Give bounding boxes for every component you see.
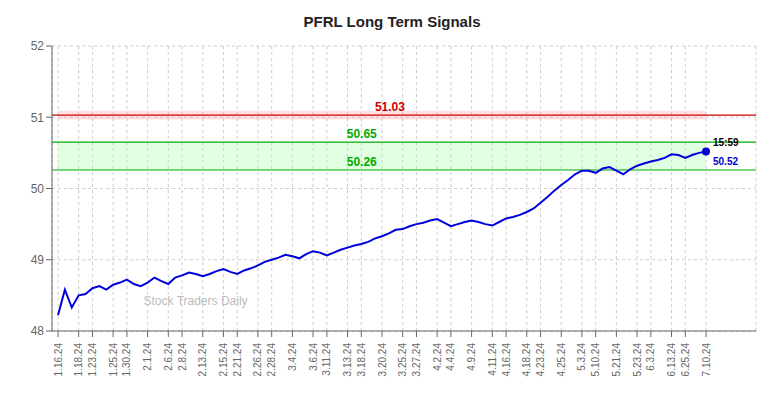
html-text:PFRL Long Term Signals: PFRL Long Term Signals: [303, 13, 481, 30]
svg-text:4.2.24: 4.2.24: [432, 343, 443, 371]
svg-text:3.18.24: 3.18.24: [356, 343, 367, 377]
svg-text:7.10.24: 7.10.24: [701, 343, 712, 377]
svg-text:5.23.24: 5.23.24: [632, 343, 643, 377]
svg-text:4.25.24: 4.25.24: [556, 343, 567, 377]
svg-text:1.30.24: 1.30.24: [121, 343, 132, 377]
svg-text:3.4.24: 3.4.24: [287, 343, 298, 371]
svg-text:52: 52: [31, 39, 45, 53]
svg-text:2.15.24: 2.15.24: [218, 343, 229, 377]
svg-text:5.3.24: 5.3.24: [576, 343, 587, 371]
html-text:Stock Traders Daily: Stock Traders Daily: [143, 294, 248, 309]
svg-text:3.11.24: 3.11.24: [321, 343, 332, 376]
svg-text:3.6.24: 3.6.24: [308, 343, 319, 371]
svg-text:4.23.24: 4.23.24: [535, 343, 546, 377]
svg-text:2.6.24: 2.6.24: [163, 343, 174, 371]
svg-text:50.52: 50.52: [713, 156, 738, 167]
svg-text:51: 51: [31, 111, 45, 125]
svg-text:1.16.24: 1.16.24: [53, 343, 64, 377]
svg-text:2.13.24: 2.13.24: [197, 343, 208, 377]
svg-text:5.21.24: 5.21.24: [611, 343, 622, 377]
svg-text:2.21.24: 2.21.24: [232, 343, 243, 377]
svg-text:2.28.24: 2.28.24: [266, 343, 277, 377]
svg-text:4.4.24: 4.4.24: [445, 343, 456, 371]
svg-text:4.11.24: 4.11.24: [487, 343, 498, 376]
svg-text:5.10.24: 5.10.24: [590, 343, 601, 377]
svg-text:4.18.24: 4.18.24: [521, 343, 532, 377]
svg-text:48: 48: [31, 324, 45, 338]
svg-text:2.26.24: 2.26.24: [252, 343, 263, 377]
svg-text:51.03: 51.03: [375, 100, 405, 114]
svg-text:3.20.24: 3.20.24: [377, 343, 388, 377]
svg-text:3.27.24: 3.27.24: [411, 343, 422, 377]
svg-text:6.3.24: 6.3.24: [645, 343, 656, 371]
svg-text:3.13.24: 3.13.24: [342, 343, 353, 377]
svg-text:1.18.24: 1.18.24: [73, 343, 84, 377]
svg-text:4.16.24: 4.16.24: [501, 343, 512, 377]
svg-text:50: 50: [31, 182, 45, 196]
svg-text:2.8.24: 2.8.24: [177, 343, 188, 371]
svg-text:3.25.24: 3.25.24: [397, 343, 408, 377]
svg-text:50.26: 50.26: [347, 155, 377, 169]
svg-text:2.1.24: 2.1.24: [142, 343, 153, 371]
svg-text:6.25.24: 6.25.24: [680, 343, 691, 377]
svg-text:4.9.24: 4.9.24: [466, 343, 477, 371]
svg-text:1.23.24: 1.23.24: [87, 343, 98, 377]
svg-text:49: 49: [31, 253, 45, 267]
svg-text:15:59: 15:59: [713, 137, 739, 148]
svg-text:6.13.24: 6.13.24: [666, 343, 677, 377]
svg-text:1.25.24: 1.25.24: [108, 343, 119, 377]
svg-text:50.65: 50.65: [347, 127, 377, 141]
